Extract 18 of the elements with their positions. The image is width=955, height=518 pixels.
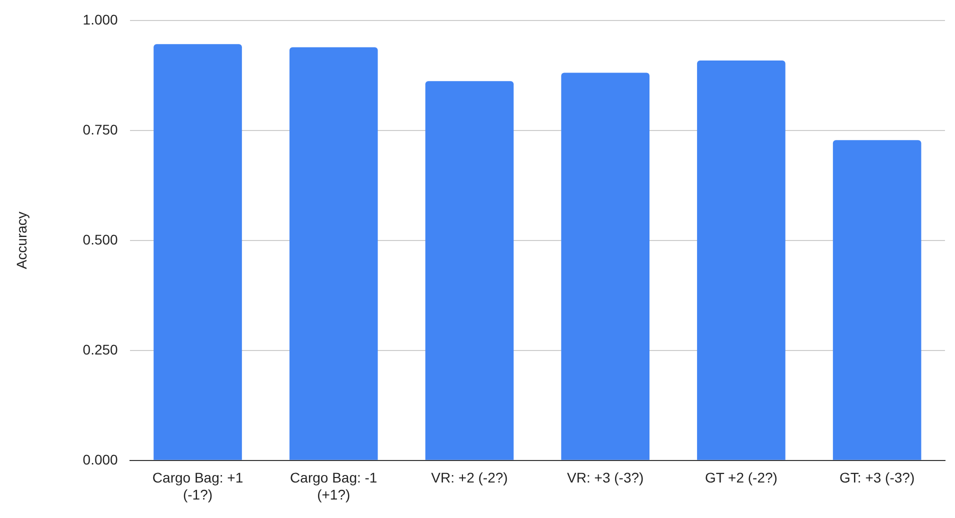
y-tick-label: 0.250 (82, 341, 118, 358)
x-tick-label: Cargo Bag: +1 (-1?) (152, 470, 244, 502)
bar (697, 60, 786, 460)
x-tick-label: GT: +3 (-3?) (840, 470, 915, 486)
bar (561, 72, 650, 460)
bar (425, 81, 514, 460)
y-tick-label: 0.500 (82, 231, 118, 248)
y-tick-label: 0.750 (82, 121, 118, 138)
x-tick-label: VR: +2 (-2?) (431, 470, 508, 486)
x-tick-label: GT +2 (-2?) (704, 470, 778, 486)
bar (832, 140, 922, 460)
y-tick-label: 1.000 (82, 11, 118, 28)
x-tick-label: Cargo Bag: -1 (+1?) (290, 470, 378, 502)
y-tick-label: 0.000 (82, 451, 118, 468)
bar (289, 47, 378, 460)
bar (154, 44, 242, 460)
x-tick-label: VR: +3 (-3?) (567, 470, 644, 486)
y-axis-title: Accuracy (13, 212, 30, 270)
